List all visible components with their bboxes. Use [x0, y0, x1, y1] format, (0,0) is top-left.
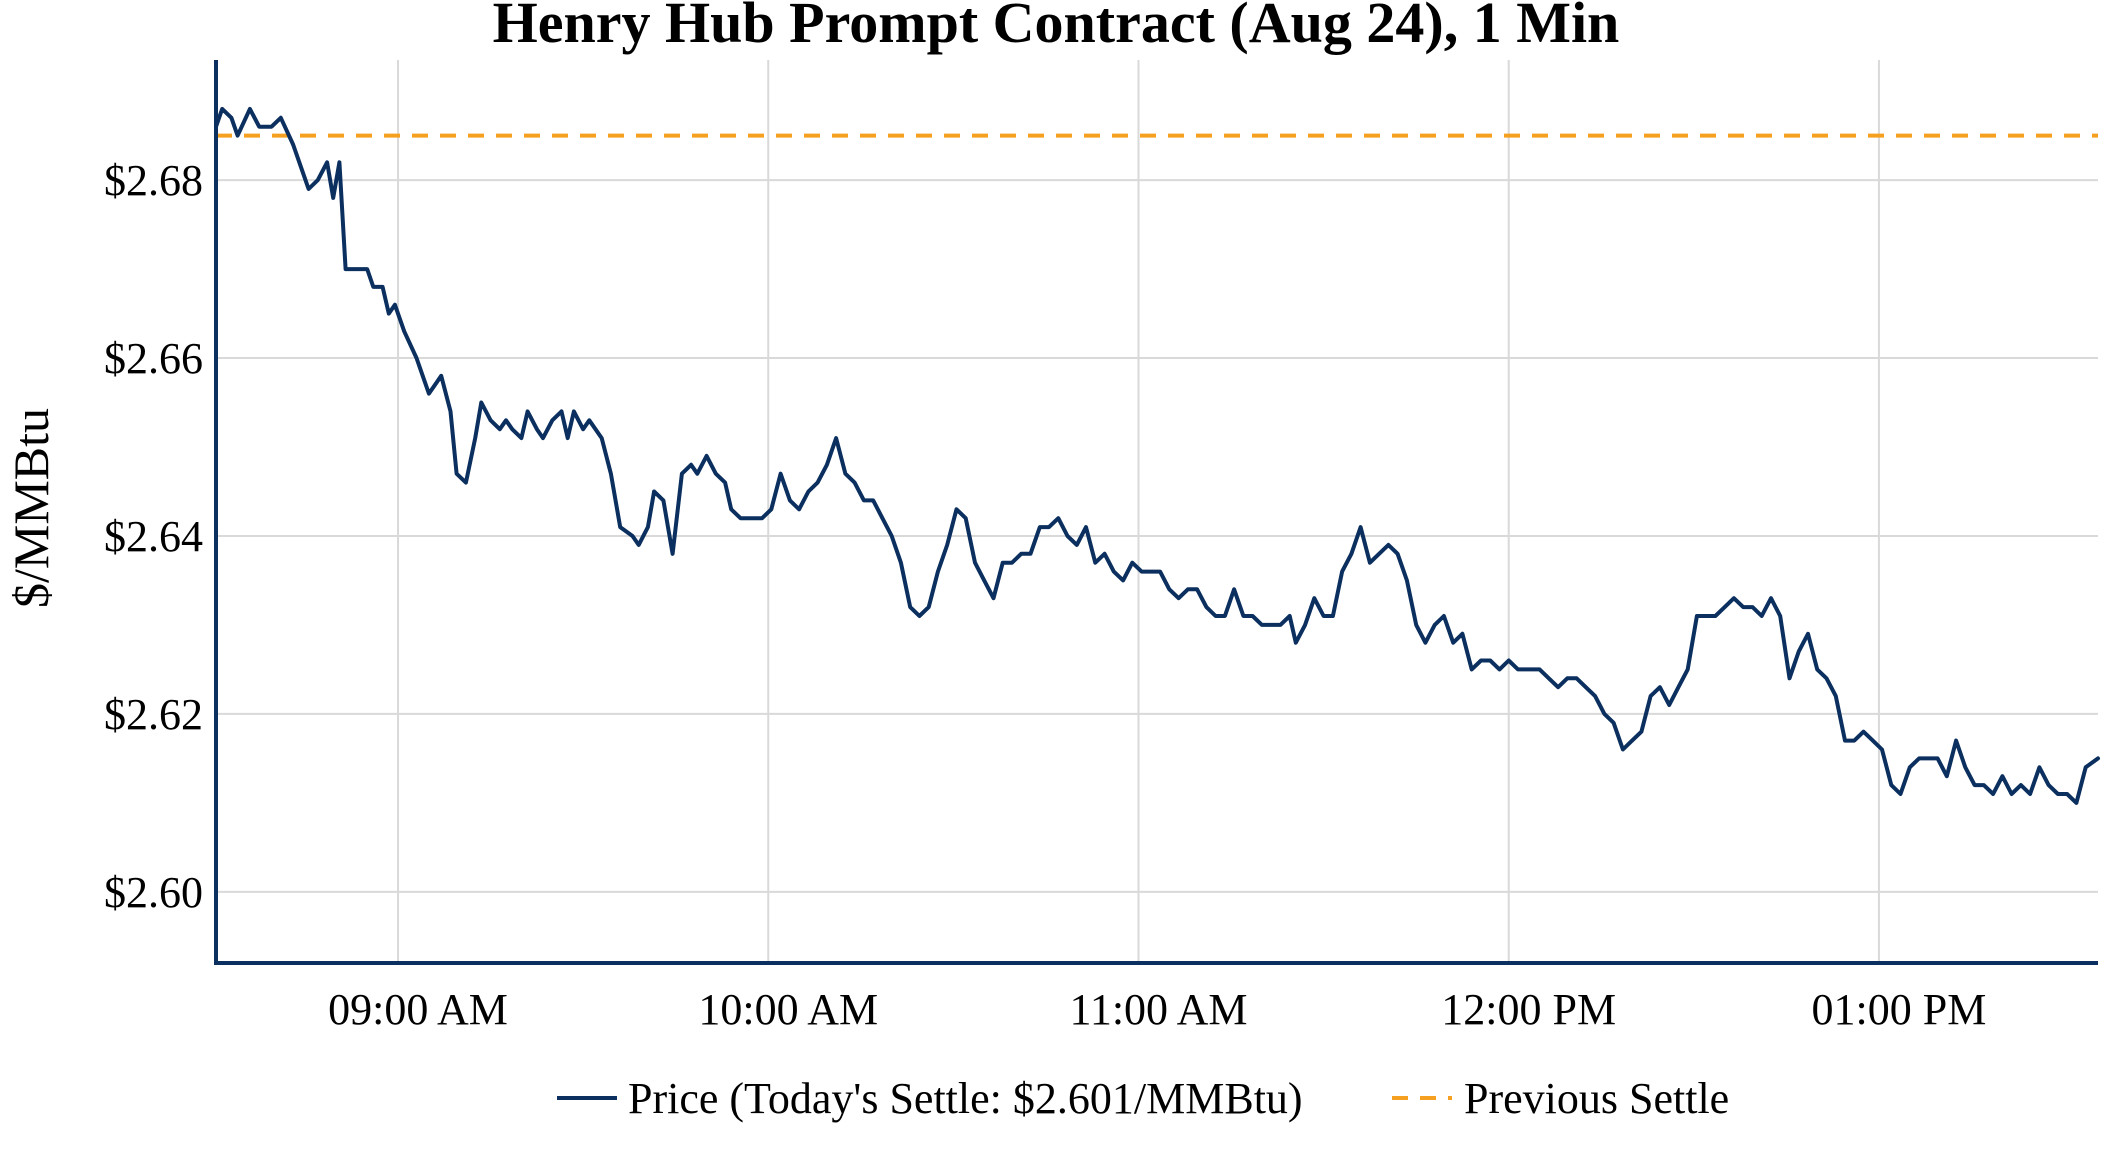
axes	[214, 60, 2098, 965]
legend: Price (Today's Settle: $2.601/MMBtu) Pre…	[557, 1074, 1729, 1123]
series-layer	[214, 106, 2100, 805]
y-tick-label: $2.66	[104, 334, 203, 383]
legend-label-price: Price (Today's Settle: $2.601/MMBtu)	[628, 1074, 1303, 1123]
x-tick-label: 09:00 AM	[328, 985, 508, 1034]
y-tick-label: $2.60	[104, 868, 203, 917]
x-tick-label: 10:00 AM	[698, 985, 878, 1034]
x-tick-label: 11:00 AM	[1069, 985, 1247, 1034]
y-tick-label: $2.68	[104, 156, 203, 205]
y-tick-label: $2.64	[104, 512, 203, 561]
x-tick-label: 12:00 PM	[1441, 985, 1616, 1034]
y-tick-label: $2.62	[104, 690, 203, 739]
legend-label-previous-settle: Previous Settle	[1464, 1074, 1729, 1123]
gridlines	[216, 60, 2098, 963]
y-axis-title: $/MMBtu	[3, 408, 59, 608]
chart-title: Henry Hub Prompt Contract (Aug 24), 1 Mi…	[493, 0, 1620, 55]
price-series-line	[214, 106, 2100, 805]
x-tick-label: 01:00 PM	[1812, 985, 1987, 1034]
tick-labels: 09:00 AM 10:00 AM 11:00 AM 12:00 PM 01:00 PM…	[104, 156, 1986, 1034]
